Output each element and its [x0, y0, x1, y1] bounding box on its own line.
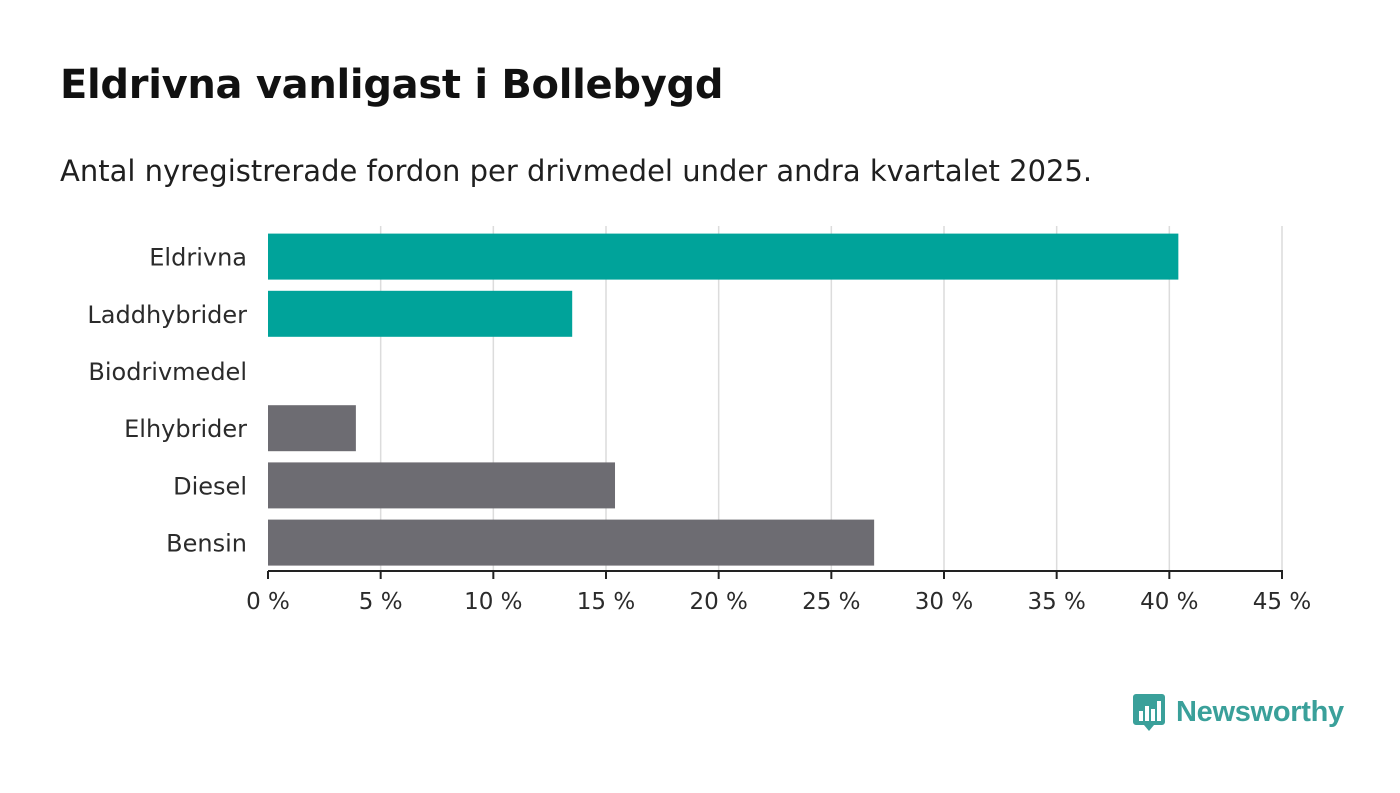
x-tick-label: 10 %: [464, 589, 522, 615]
bar-elhybrider: [268, 405, 356, 452]
x-tick-label: 15 %: [577, 589, 635, 615]
bar-eldrivna: [268, 233, 1179, 280]
chart-title: Eldrivna vanligast i Bollebygd: [60, 62, 724, 108]
bars: [268, 233, 1179, 566]
x-tick-label: 0 %: [246, 589, 290, 615]
x-tick-label: 30 %: [915, 589, 973, 615]
bar-diesel: [268, 462, 616, 509]
category-labels: Eldrivna Laddhybrider Biodrivmedel Elhybrid…: [87, 244, 247, 558]
newsworthy-brand: Newsworthy: [1132, 692, 1344, 732]
bar-laddhybrider: [268, 290, 573, 337]
category-label: Bensin: [166, 530, 247, 558]
brand-name: Newsworthy: [1176, 695, 1344, 728]
x-tick-label: 20 %: [689, 589, 747, 615]
x-tick-label: 25 %: [802, 589, 860, 615]
bar-bensin: [268, 519, 875, 566]
x-axis: 0 % 5 % 10 % 15 % 20 % 25 % 30 % 35 % 40 % 45 %: [246, 570, 1311, 615]
newsworthy-logo-icon: [1133, 694, 1165, 731]
chart-subtitle: Antal nyregistrerade fordon per drivmede…: [60, 154, 1093, 188]
x-tick-label: 40 %: [1140, 589, 1198, 615]
category-label: Biodrivmedel: [88, 358, 247, 386]
category-label: Diesel: [173, 472, 247, 500]
category-label: Laddhybrider: [87, 301, 247, 329]
x-tick-label: 35 %: [1027, 589, 1085, 615]
grid-lines: [379, 226, 1283, 571]
x-tick-label: 5 %: [359, 589, 403, 615]
category-label: Eldrivna: [149, 244, 247, 272]
x-tick-label: 45 %: [1253, 589, 1311, 615]
category-label: Elhybrider: [124, 415, 247, 443]
